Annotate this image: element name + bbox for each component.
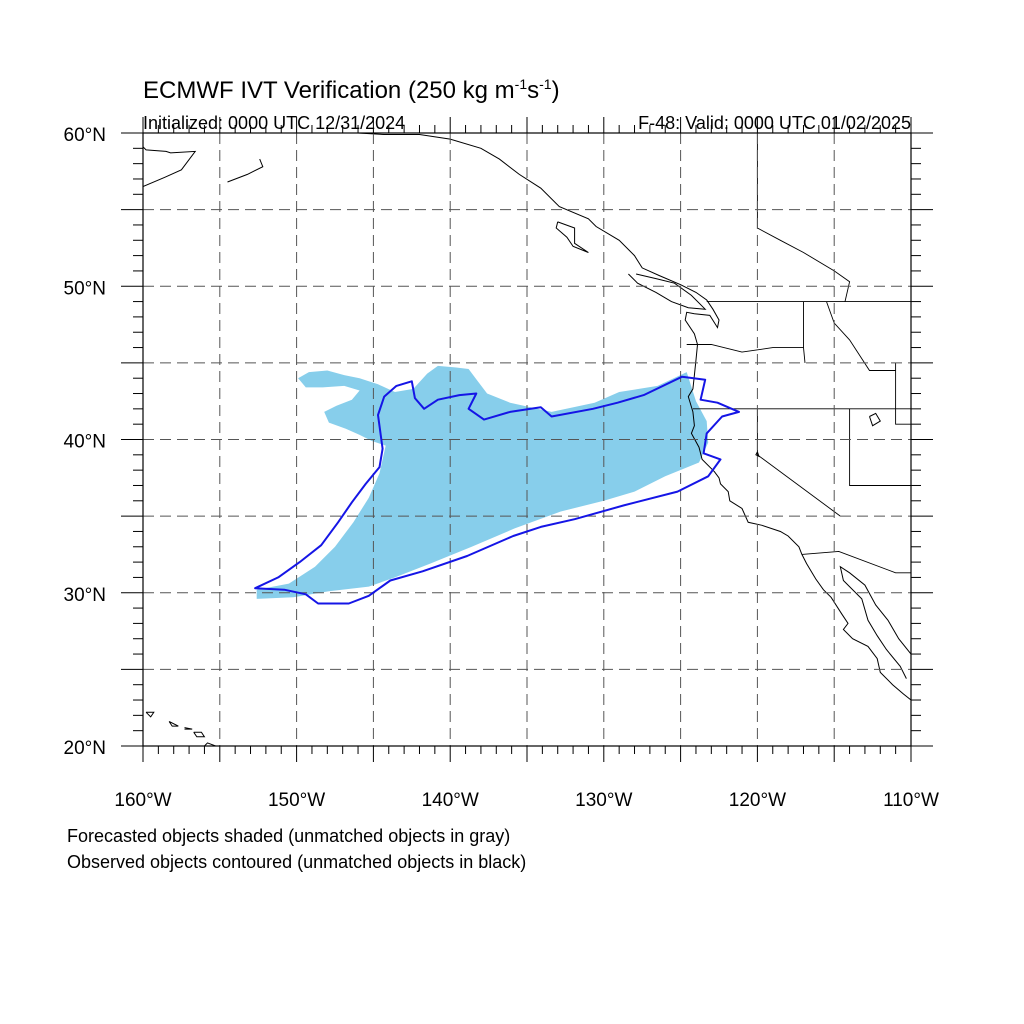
lake-outline bbox=[869, 412, 881, 427]
coastline-segment bbox=[145, 711, 155, 718]
political-border bbox=[826, 301, 896, 371]
lon-tick-label: 130°W bbox=[575, 790, 632, 811]
coastline-segment bbox=[839, 565, 911, 679]
political-border bbox=[756, 133, 851, 302]
axis-ticks bbox=[121, 117, 933, 762]
coastline-segment bbox=[184, 727, 193, 730]
coastline-layer bbox=[143, 133, 911, 746]
lat-tick-label: 40°N bbox=[64, 432, 106, 453]
lon-tick-label: 160°W bbox=[114, 790, 171, 811]
political-border bbox=[803, 301, 806, 363]
lon-tick-label: 150°W bbox=[268, 790, 325, 811]
lon-tick-label: 120°W bbox=[729, 790, 786, 811]
gridlines-layer bbox=[143, 133, 911, 746]
lon-tick-label: 140°W bbox=[422, 790, 479, 811]
lat-tick-label: 20°N bbox=[64, 738, 106, 759]
axis-labels: 160°W 150°W 140°W 130°W 120°W 110°W 60°N 50°N 40… bbox=[64, 125, 939, 811]
forecast-objects-layer bbox=[256, 365, 709, 599]
political-border bbox=[895, 362, 911, 425]
map-area bbox=[143, 133, 911, 746]
valid-time-label: F-48: Valid: 0000 UTC 01/02/2025 bbox=[638, 113, 911, 133]
political-border bbox=[849, 408, 911, 486]
lat-tick-label: 60°N bbox=[64, 125, 106, 146]
forecast-legend-note: Forecasted objects shaded (unmatched obj… bbox=[67, 826, 511, 846]
observed-objects-layer bbox=[254, 375, 740, 605]
lon-tick-label: 110°W bbox=[883, 790, 939, 811]
political-border bbox=[686, 344, 804, 353]
init-time-label: Initialized: 0000 UTC 12/31/2024 bbox=[143, 113, 405, 133]
political-border bbox=[756, 408, 841, 517]
coastline-segment bbox=[193, 731, 206, 738]
lake-outline bbox=[755, 451, 760, 458]
coastline-segment bbox=[555, 221, 589, 253]
lat-tick-label: 50°N bbox=[64, 278, 106, 299]
political-borders-layer bbox=[686, 133, 911, 574]
forecast-ivt-object bbox=[256, 365, 709, 599]
coastline-segment bbox=[628, 273, 707, 310]
figure-title: ECMWF IVT Verification (250 kg m-1s-1) bbox=[143, 76, 560, 104]
coastline-segment bbox=[227, 158, 264, 183]
coastline-segment bbox=[143, 146, 197, 188]
coastline-segment bbox=[203, 742, 218, 746]
coastline-segment bbox=[168, 721, 179, 727]
observed-legend-note: Observed objects contoured (unmatched ob… bbox=[67, 852, 527, 872]
observed-ivt-contour bbox=[254, 375, 740, 605]
political-border bbox=[801, 550, 911, 574]
coastline-segment bbox=[357, 133, 911, 701]
lat-tick-label: 30°N bbox=[64, 585, 106, 606]
